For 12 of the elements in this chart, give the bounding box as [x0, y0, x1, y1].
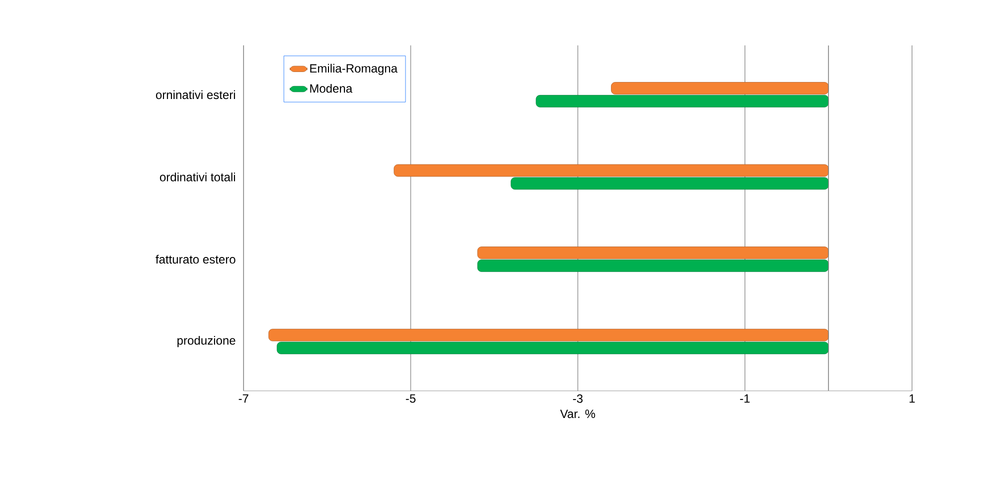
- y-tick-label: orninativi esteri: [156, 90, 235, 99]
- y-tick-label: fatturato estero: [156, 254, 236, 264]
- x-tick-label: -3: [573, 394, 583, 403]
- x-tick-label: 1: [910, 394, 915, 403]
- x-axis-title: Var. %: [560, 410, 596, 418]
- y-tick-label: ordinativi totali: [160, 172, 235, 182]
- y-tick-label: produzione: [177, 336, 236, 347]
- x-tick-label: -7: [238, 394, 248, 403]
- x-tick-label: -5: [406, 394, 416, 403]
- x-tick-label: -1: [740, 394, 750, 403]
- legend-label: Emilia-Romagna: [310, 64, 398, 75]
- legend-label: Modena: [310, 84, 352, 93]
